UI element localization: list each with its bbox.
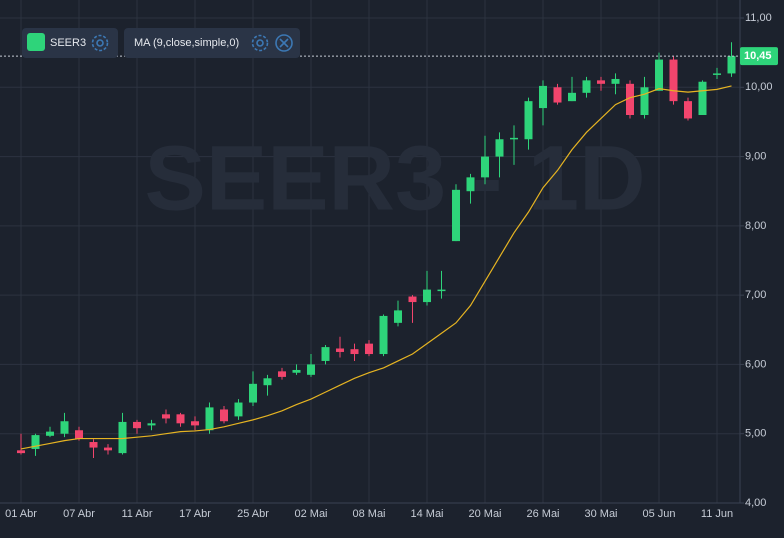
candle-body: [249, 383, 257, 403]
candle-body: [640, 87, 649, 115]
x-tick-label: 05 Jun: [642, 508, 675, 520]
candle-body: [307, 364, 315, 375]
candle-body: [60, 421, 69, 434]
legend-swatch: [27, 33, 45, 51]
candle-body: [524, 101, 533, 140]
candle-body: [176, 414, 185, 424]
close-icon[interactable]: [275, 34, 293, 52]
x-tick-label: 20 Mai: [468, 508, 501, 520]
labels: 4,00 5,00 6,00 7,00 8,00 9,00 10,00 11,00 01 Abr…: [5, 12, 772, 520]
candle-body: [452, 189, 460, 242]
candle-body: [597, 80, 605, 84]
candle-body: [684, 101, 692, 119]
candle-body: [133, 421, 141, 429]
last-price-tag: [740, 47, 778, 66]
legend-label: MA (9,close,simple,0): [134, 37, 239, 49]
legend-box[interactable]: [124, 28, 300, 58]
candle-body: [481, 156, 489, 178]
legend: SEER3 MA (9,close,simple,0): [22, 28, 300, 58]
candle-body: [292, 369, 301, 373]
legend-box[interactable]: [22, 28, 118, 58]
x-tick-label: 08 Mai: [352, 508, 385, 520]
candle-body: [162, 414, 170, 419]
candle-body: [669, 59, 678, 102]
settings-icon[interactable]: [91, 34, 109, 52]
candle-body: [713, 73, 721, 75]
candle-body: [466, 177, 475, 192]
marks: [0, 42, 778, 458]
x-tick-label: 07 Abr: [63, 508, 95, 520]
legend-label: SEER3: [50, 37, 86, 49]
last-price-label: 10,45: [744, 50, 772, 62]
candle-body: [104, 447, 112, 451]
candle-body: [118, 421, 127, 454]
candle-body: [263, 378, 272, 386]
candle-body: [553, 87, 562, 103]
candle-body: [220, 409, 228, 422]
candle-body: [437, 289, 446, 292]
candle-body: [31, 435, 40, 449]
candle-body: [191, 421, 199, 426]
watermark: SEER3 - 1D: [144, 127, 645, 229]
candle-body: [582, 80, 591, 93]
y-tick-label: 5,00: [745, 428, 766, 440]
y-tick-label: 4,00: [745, 497, 766, 509]
candle-body: [365, 343, 373, 355]
candle-body: [408, 296, 417, 303]
x-tick-label: 30 Mai: [584, 508, 617, 520]
x-tick-label: 14 Mai: [410, 508, 443, 520]
y-tick-label: 10,00: [745, 81, 773, 93]
candle-body: [336, 348, 344, 352]
y-tick-label: 8,00: [745, 220, 766, 232]
candle-body: [379, 315, 388, 355]
candle-body: [626, 83, 634, 115]
candle-body: [147, 423, 156, 426]
candle-body: [75, 430, 83, 439]
x-tick-label: 17 Abr: [179, 508, 211, 520]
candle-body: [539, 85, 547, 109]
moving-average-line: [20, 85, 732, 450]
candle-body: [205, 407, 214, 431]
candle-body: [510, 137, 518, 140]
candle-body: [46, 431, 54, 436]
y-tick-label: 11,00: [745, 12, 772, 24]
candle-body: [495, 139, 504, 157]
candle-body: [394, 310, 402, 323]
y-tick-label: 9,00: [745, 150, 766, 162]
candle-body: [321, 347, 330, 361]
x-tick-label: 01 Abr: [5, 508, 37, 520]
candle-body: [568, 92, 576, 102]
x-tick-label: 26 Mai: [526, 508, 559, 520]
y-tick-label: 6,00: [745, 358, 766, 370]
candle-body: [89, 442, 98, 448]
candle-body: [234, 402, 243, 417]
x-tick-label: 02 Mai: [294, 508, 327, 520]
candle-body: [17, 450, 25, 454]
x-tick-label: 11 Abr: [122, 508, 153, 520]
x-tick-label: 11 Jun: [701, 508, 733, 520]
candle-body: [423, 289, 431, 303]
candle-body: [278, 371, 286, 377]
candle-body: [727, 56, 736, 74]
x-tick-label: 25 Abr: [237, 508, 269, 520]
settings-icon[interactable]: [251, 34, 269, 52]
y-tick-label: 7,00: [745, 289, 766, 301]
candle-body: [698, 81, 707, 115]
candle-body: [611, 78, 620, 84]
candle-body: [655, 59, 663, 91]
candle-body: [350, 349, 359, 355]
